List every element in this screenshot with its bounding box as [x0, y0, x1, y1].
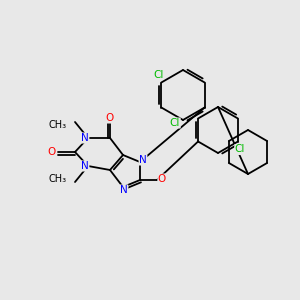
Text: Cl: Cl [153, 70, 164, 80]
Text: N: N [81, 133, 89, 143]
Text: N: N [139, 155, 147, 165]
Text: O: O [48, 147, 56, 157]
Text: Cl: Cl [170, 118, 180, 128]
Text: O: O [158, 174, 166, 184]
Text: N: N [120, 185, 128, 195]
Text: O: O [106, 113, 114, 123]
Text: CH₃: CH₃ [49, 174, 67, 184]
Text: CH₃: CH₃ [49, 120, 67, 130]
Text: Cl: Cl [235, 145, 245, 154]
Text: N: N [81, 161, 89, 171]
